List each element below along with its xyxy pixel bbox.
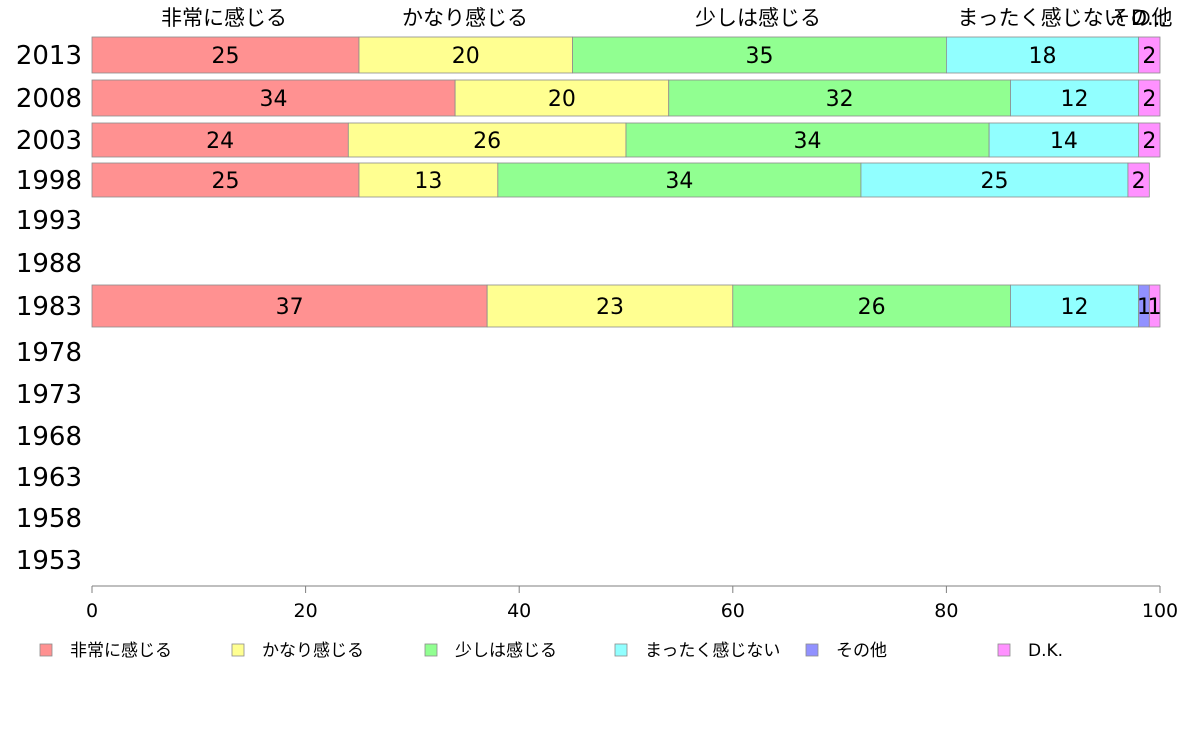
legend-label-2: 少しは感じる [455,641,557,661]
data-label-2013-series-5: 2 [1142,44,1156,69]
data-label-1983-series-3: 12 [1061,295,1089,320]
y-label-2013: 2013 [16,41,82,71]
data-label-2013-series-2: 35 [746,44,774,69]
top-label-2: 少しは感じる [695,6,821,30]
legend-swatch-0 [39,643,53,657]
bar-1998-series-5 [1127,162,1150,198]
data-label-1983-series-4: 1 [1137,295,1151,320]
top-label-4: その他 [1110,6,1173,30]
bar-1983-series-2 [732,284,1011,328]
bar-2008-series-2 [668,79,1011,117]
y-label-1963: 1963 [16,463,82,493]
data-label-2013-series-3: 18 [1029,44,1057,69]
y-label-1983: 1983 [16,292,82,322]
top-label-0: 非常に感じる [161,6,287,30]
data-label-1998-series-5: 2 [1132,169,1146,194]
data-label-2008-series-1: 20 [548,87,576,112]
x-tick-label-40: 40 [507,600,531,622]
x-tick-label-60: 60 [721,600,745,622]
legend-swatch-3 [614,643,628,657]
bar-1983-series-0 [91,284,488,328]
data-label-2003-series-3: 14 [1050,129,1078,154]
y-label-1953: 1953 [16,546,82,576]
legend-label-5: D.K. [1028,641,1063,661]
x-tick-label-100: 100 [1142,600,1178,622]
bars: 25 20 35 18 2 34 20 32 12 2 24 26 34 14 2 25 13 34 25 2 37 23… [91,36,1162,328]
bar-1998-series-3 [860,162,1129,198]
bar-2013-series-0 [91,36,360,74]
top-label-3: まったく感じない [957,6,1124,30]
data-label-2003-series-1: 26 [473,129,501,154]
bar-1998-series-0 [91,162,360,198]
legend-swatch-5 [997,643,1011,657]
data-label-1983-series-1: 23 [596,295,624,320]
y-label-1993: 1993 [16,206,82,236]
data-label-2003-series-0: 24 [206,129,234,154]
data-label-2008-series-3: 12 [1061,87,1089,112]
y-label-1968: 1968 [16,422,82,452]
legend-swatch-1 [231,643,245,657]
y-axis-labels: 2013 2008 2003 1998 1993 1988 1983 1978 1973 1968… [16,41,82,576]
y-label-2008: 2008 [16,84,82,114]
data-label-1998-series-3: 25 [980,169,1008,194]
bar-1983-series-1 [486,284,734,328]
top-label-5: D... [1131,6,1167,30]
x-tick-label-80: 80 [934,600,958,622]
y-label-2003: 2003 [16,126,82,156]
legend-swatch-4 [805,643,819,657]
y-label-1998: 1998 [16,166,82,196]
data-label-2013-series-0: 25 [212,44,240,69]
bar-2008-series-3 [1010,79,1140,117]
y-label-1978: 1978 [16,338,82,368]
bar-2008-series-5 [1138,79,1161,117]
legend-label-4: その他 [836,641,887,661]
data-label-1998-series-2: 34 [665,169,693,194]
data-label-2008-series-5: 2 [1142,87,1156,112]
data-label-1983-series-5: 1 [1148,295,1162,320]
bar-1983-series-5 [1148,284,1161,328]
y-label-1988: 1988 [16,249,82,279]
bar-2003-series-2 [625,122,990,158]
data-label-2008-series-2: 32 [826,87,854,112]
bar-2013-series-3 [946,36,1140,74]
data-label-2013-series-1: 20 [452,44,480,69]
bar-2003-series-1 [347,122,627,158]
data-label-1983-series-0: 37 [276,295,304,320]
bar-1998-series-1 [358,162,499,198]
data-label-2003-series-2: 34 [794,129,822,154]
data-label-1998-series-0: 25 [212,169,240,194]
y-label-1958: 1958 [16,504,82,534]
bar-1983-series-3 [1010,284,1140,328]
bar-2008-series-0 [91,79,456,117]
legend-label-0: 非常に感じる [70,641,172,661]
x-axis: 0 20 40 60 80 100 [86,585,1178,622]
data-label-2003-series-5: 2 [1142,129,1156,154]
bar-2008-series-1 [454,79,670,117]
x-tick-label-0: 0 [86,600,98,622]
legend-label-3: まったく感じない [645,641,780,661]
top-label-1: かなり感じる [402,6,528,30]
data-label-1983-series-2: 26 [858,295,886,320]
bar-2003-series-0 [91,122,349,158]
data-label-2008-series-0: 34 [260,87,288,112]
y-label-1973: 1973 [16,380,82,410]
legend-label-1: かなり感じる [262,641,364,661]
legend-swatch-2 [424,643,438,657]
top-category-labels: 非常に感じる かなり感じる 少しは感じる まったく感じないその他D... [161,6,1173,30]
bar-1998-series-2 [497,162,862,198]
bar-2003-series-5 [1138,122,1161,158]
bar-2013-series-5 [1138,36,1161,74]
bar-2013-series-2 [572,36,947,74]
data-label-1998-series-1: 13 [414,169,442,194]
x-tick-label-20: 20 [294,600,318,622]
bar-2013-series-1 [358,36,574,74]
legend: 非常に感じる かなり感じる 少しは感じる まったく感じない その他 D.K. [39,641,1063,661]
